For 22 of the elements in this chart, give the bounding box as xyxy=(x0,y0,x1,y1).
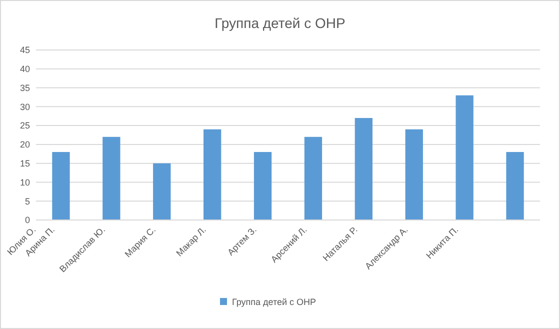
bar xyxy=(304,136,322,220)
y-tick-label: 5 xyxy=(24,196,30,206)
y-tick-label: 25 xyxy=(20,120,30,131)
y-tick-label: 45 xyxy=(20,45,30,56)
bar xyxy=(354,118,373,220)
y-tick-label: 10 xyxy=(20,177,30,188)
bar xyxy=(52,152,70,220)
bar xyxy=(203,129,222,220)
y-tick-label: 35 xyxy=(20,82,30,93)
bar xyxy=(254,152,272,220)
chart-title: Группа детей с ОНР xyxy=(214,15,346,31)
y-tick-label: 40 xyxy=(20,64,30,74)
bar xyxy=(456,95,474,220)
y-tick-label: 15 xyxy=(20,158,30,168)
y-tick-label: 20 xyxy=(20,140,30,150)
bar xyxy=(102,136,120,220)
y-tick-label: 0 xyxy=(24,215,30,226)
bar xyxy=(506,152,524,220)
legend-label: Группа детей с ОНР xyxy=(232,297,316,308)
y-tick-label: 30 xyxy=(20,102,30,112)
bar xyxy=(153,163,171,220)
bar xyxy=(405,129,423,220)
